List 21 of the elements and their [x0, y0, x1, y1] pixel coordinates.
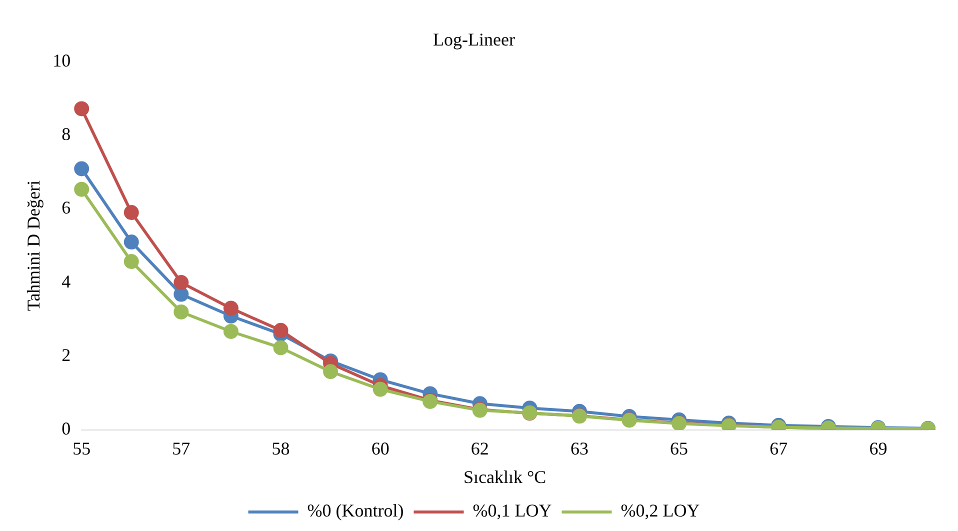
x-tick-label: 60 [371, 438, 390, 458]
x-axis-title: Sıcaklık °C [463, 466, 546, 487]
x-tick-label: 65 [670, 438, 688, 458]
x-tick-label: 67 [770, 438, 788, 458]
x-tick-label: 58 [272, 438, 290, 458]
x-tick-label: 57 [172, 438, 190, 458]
x-tick-label: 55 [72, 438, 91, 458]
y-tick-label: 8 [62, 124, 71, 144]
y-tick-label: 0 [62, 418, 71, 439]
y-tick-label: 4 [62, 271, 71, 292]
chart-title: Log-Lineer [433, 30, 515, 50]
legend-label: %0 (Kontrol) [307, 500, 404, 521]
legend-label: %0,1 LOY [472, 500, 552, 521]
y-tick-label: 2 [62, 344, 71, 365]
y-tick-label: 6 [62, 198, 71, 218]
x-tick-label: 63 [570, 438, 588, 458]
x-tick-label: 69 [869, 438, 888, 458]
legend-label: %0,2 LOY [620, 500, 700, 521]
y-tick-label: 10 [52, 50, 71, 70]
y-axis-title: Tahmini D Değeri [24, 180, 44, 312]
x-tick-label: 62 [470, 438, 489, 458]
